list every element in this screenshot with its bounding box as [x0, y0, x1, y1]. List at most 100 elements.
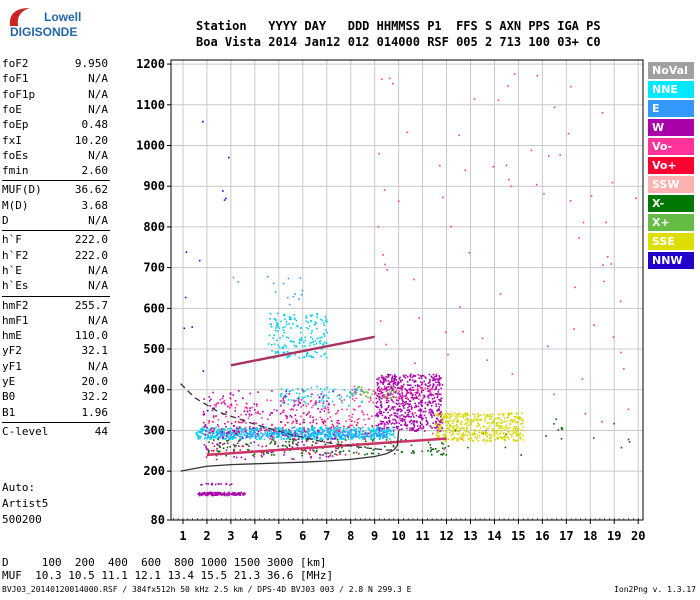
echo-point [276, 312, 279, 315]
echo-point [413, 426, 416, 428]
echo-point [395, 421, 398, 424]
echo-point [387, 374, 390, 376]
echo-point [502, 412, 504, 415]
echo-point [461, 420, 463, 423]
echo-point [382, 379, 385, 381]
echo-point [389, 433, 392, 436]
echo-point [304, 336, 307, 338]
echo-point [468, 424, 470, 426]
echo-point [275, 324, 278, 327]
echo-point [394, 391, 397, 393]
echo-point [336, 453, 338, 456]
echo-point [493, 434, 496, 436]
echo-point [482, 439, 485, 442]
echo-point [229, 438, 232, 440]
echo-point [485, 414, 488, 416]
echo-point [406, 397, 408, 400]
echo-point [312, 426, 315, 429]
echo-point [353, 430, 356, 432]
echo-point [427, 404, 429, 407]
echo-point [452, 426, 455, 429]
echo-point [345, 427, 348, 430]
x-tick-label: 5 [275, 529, 282, 543]
echo-point [366, 435, 369, 438]
echo-point [416, 420, 418, 423]
echo-point [203, 443, 206, 446]
echo-point [497, 434, 499, 436]
echo-point [237, 281, 240, 283]
echo-point [431, 387, 434, 390]
echo-point [322, 343, 325, 346]
echo-point [378, 387, 380, 389]
echo-point [492, 420, 494, 423]
echo-point [417, 373, 420, 376]
echo-point [354, 435, 356, 438]
echo-point [354, 409, 356, 411]
echo-point [513, 73, 516, 75]
echo-point [392, 378, 395, 380]
echo-point [435, 414, 437, 416]
echo-point [323, 335, 326, 337]
echo-point [518, 427, 520, 430]
echo-point [411, 394, 414, 397]
echo-point [308, 325, 311, 327]
echo-point [402, 395, 405, 398]
echo-point [408, 409, 411, 411]
echo-point [388, 383, 391, 386]
echo-point [242, 445, 244, 448]
echo-point [423, 394, 425, 397]
echo-point [435, 427, 437, 429]
echo-point [350, 428, 353, 431]
x-tick-label: 10 [391, 529, 405, 543]
echo-point [305, 320, 308, 323]
echo-point [457, 415, 459, 418]
echo-point [292, 405, 295, 407]
echo-point [380, 428, 383, 430]
echo-point [379, 423, 382, 425]
echo-point [462, 436, 465, 438]
echo-point [231, 435, 234, 438]
echo-point [333, 431, 336, 434]
echo-point [435, 434, 438, 436]
echo-point [337, 447, 339, 450]
echo-point [283, 433, 286, 435]
echo-point [235, 431, 238, 434]
echo-point [225, 449, 228, 452]
echo-point [293, 344, 296, 347]
echo-point [441, 419, 444, 422]
echo-point [291, 446, 294, 448]
echo-point [432, 412, 435, 415]
echo-point [263, 453, 265, 456]
echo-point [507, 438, 510, 440]
echo-point [385, 439, 388, 441]
echo-point [380, 432, 382, 435]
echo-point [505, 164, 508, 167]
y-tick-label: 500 [143, 342, 165, 356]
echo-point [213, 445, 216, 448]
echo-point [295, 399, 297, 402]
echo-point [477, 424, 480, 427]
echo-point [457, 430, 459, 433]
echo-point [391, 378, 393, 380]
x-tick-label: 12 [439, 529, 453, 543]
echo-point [322, 402, 325, 405]
echo-point [451, 419, 454, 422]
echo-point [343, 434, 345, 436]
echo-point [388, 77, 391, 80]
echo-point [516, 421, 518, 424]
echo-point [204, 492, 207, 495]
echo-point [305, 450, 307, 452]
echo-point [348, 418, 351, 421]
echo-point [403, 407, 405, 409]
echo-point [610, 263, 613, 265]
echo-point [421, 388, 423, 391]
echo-point [203, 426, 206, 428]
echo-point [217, 436, 220, 439]
echo-point [473, 418, 476, 421]
echo-point [282, 397, 284, 400]
echo-point [294, 433, 297, 436]
echo-point [260, 435, 263, 438]
echo-point [414, 391, 416, 394]
echo-point [259, 438, 261, 440]
echo-point [396, 403, 399, 406]
